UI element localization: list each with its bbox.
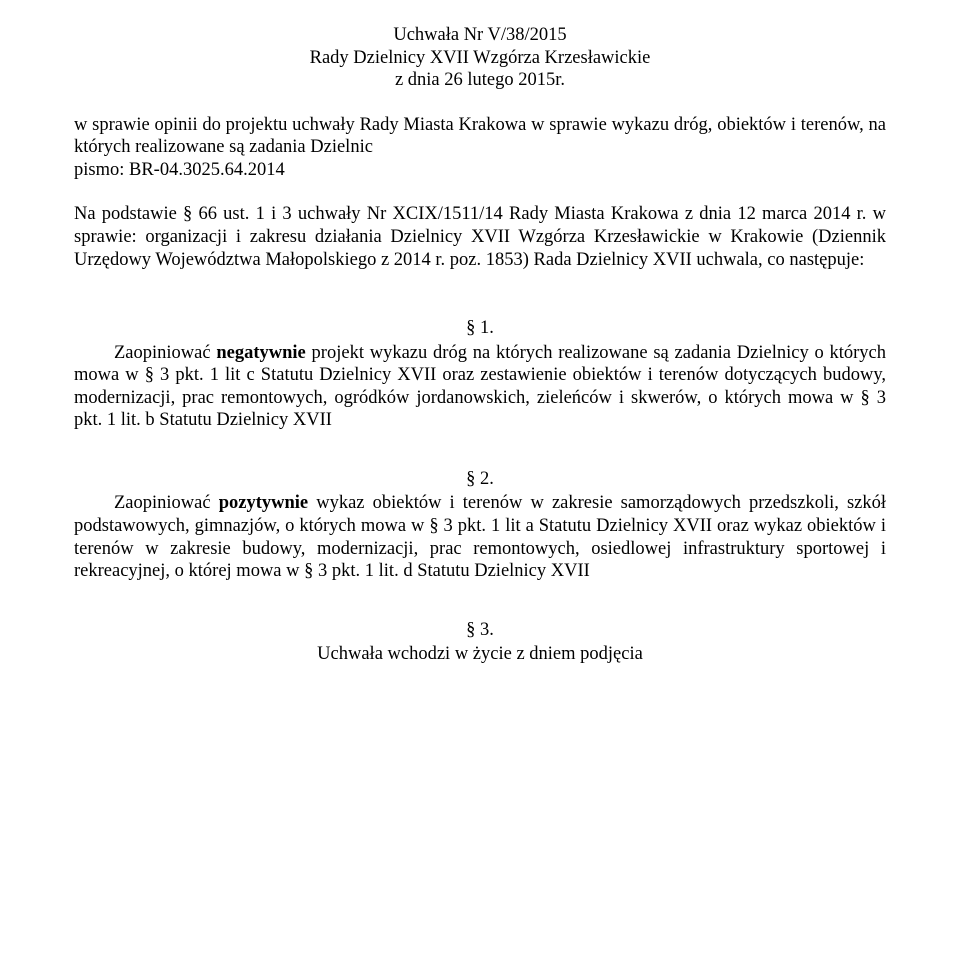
section-2-lead: Zaopiniować xyxy=(114,493,219,513)
subject-text: w sprawie opinii do projektu uchwały Rad… xyxy=(74,114,886,159)
section-2-bold: pozytywnie xyxy=(219,493,308,513)
section-3-body: Uchwała wchodzi w życie z dniem podjęcia xyxy=(74,643,886,666)
council-name: Rady Dzielnicy XVII Wzgórza Krzesławicki… xyxy=(74,47,886,70)
section-3-text: Uchwała wchodzi w życie z dniem podjęcia xyxy=(317,644,643,664)
resolution-date: z dnia 26 lutego 2015r. xyxy=(74,69,886,92)
subject-block: w sprawie opinii do projektu uchwały Rad… xyxy=(74,114,886,182)
legal-basis: Na podstawie § 66 ust. 1 i 3 uchwały Nr … xyxy=(74,203,886,271)
subject-pismo: pismo: BR-04.3025.64.2014 xyxy=(74,159,886,182)
section-1-bold: negatywnie xyxy=(216,343,305,363)
document-page: Uchwała Nr V/38/2015 Rady Dzielnicy XVII… xyxy=(0,0,960,690)
legal-basis-text: Na podstawie § 66 ust. 1 i 3 uchwały Nr … xyxy=(74,204,886,269)
section-2-body: Zaopiniować pozytywnie wykaz obiektów i … xyxy=(74,492,886,582)
document-header: Uchwała Nr V/38/2015 Rady Dzielnicy XVII… xyxy=(74,24,886,92)
section-1-number: § 1. xyxy=(74,317,886,340)
section-1-lead: Zaopiniować xyxy=(114,343,216,363)
section-3-number: § 3. xyxy=(74,619,886,642)
section-1-body: Zaopiniować negatywnie projekt wykazu dr… xyxy=(74,342,886,432)
resolution-number: Uchwała Nr V/38/2015 xyxy=(74,24,886,47)
section-2-number: § 2. xyxy=(74,468,886,491)
